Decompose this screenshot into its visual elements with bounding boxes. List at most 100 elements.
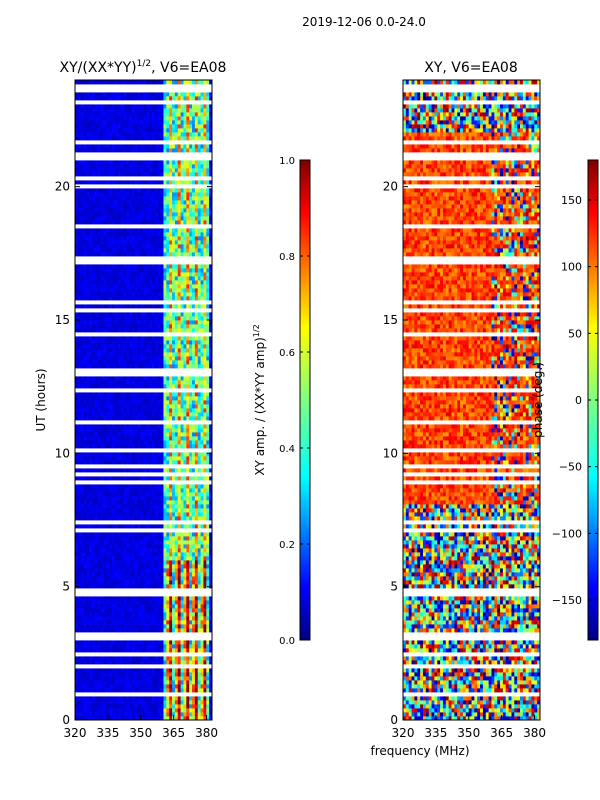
heatmap-cell <box>203 644 207 649</box>
heatmap-cell <box>197 592 201 597</box>
heatmap-cell <box>143 696 147 701</box>
heatmap-cell <box>94 388 99 393</box>
heatmap-cell <box>77 476 82 481</box>
heatmap-cell <box>169 500 173 505</box>
heatmap-cell <box>183 572 187 577</box>
heatmap-cell <box>180 516 184 521</box>
heatmap-cell <box>163 348 167 353</box>
heatmap-cell <box>192 464 196 469</box>
heatmap-cell <box>169 556 173 561</box>
heatmap-cell <box>75 680 79 685</box>
heatmap-cell <box>206 540 210 545</box>
heatmap-cell <box>149 436 153 441</box>
heatmap-cell <box>189 492 193 497</box>
heatmap-cell <box>166 588 170 593</box>
heatmap-cell <box>137 540 142 545</box>
heatmap-cell <box>186 432 190 437</box>
heatmap-cell <box>206 416 210 421</box>
heatmap-cell <box>137 512 142 517</box>
heatmap-cell <box>183 644 187 649</box>
heatmap-cell <box>186 576 190 581</box>
heatmap-cell <box>189 428 193 433</box>
heatmap-cell <box>83 504 87 509</box>
heatmap-cell <box>106 444 110 449</box>
heatmap-cell <box>197 552 201 557</box>
heatmap-cell <box>89 544 93 549</box>
heatmap-cell <box>177 592 181 597</box>
heatmap-cell <box>183 336 187 341</box>
heatmap-cell <box>206 628 210 633</box>
heatmap-cell <box>206 336 210 341</box>
heatmap-cell <box>129 580 133 585</box>
heatmap-cell <box>149 552 153 557</box>
heatmap-cell <box>166 420 170 425</box>
heatmap-cell <box>192 336 196 341</box>
heatmap-cell <box>86 544 90 549</box>
heatmap-cell <box>92 412 96 417</box>
heatmap-cell <box>103 420 107 425</box>
heatmap-cell <box>149 540 153 545</box>
heatmap-cell <box>86 496 90 501</box>
heatmap-cell <box>83 380 87 385</box>
heatmap-cell <box>197 476 201 481</box>
heatmap-cell <box>186 588 190 593</box>
heatmap-cell <box>194 320 199 325</box>
heatmap-cell <box>86 336 90 341</box>
heatmap-cell <box>97 548 102 553</box>
heatmap-cell <box>209 472 212 477</box>
heatmap-cell <box>177 648 181 653</box>
heatmap-cell <box>206 488 210 493</box>
heatmap-cell <box>103 576 107 581</box>
heatmap-cell <box>154 660 159 665</box>
heatmap-cell <box>120 472 124 477</box>
heatmap-cell <box>157 436 162 441</box>
heatmap-cell <box>97 592 102 597</box>
heatmap-cell <box>100 504 104 509</box>
heatmap-cell <box>80 592 84 597</box>
heatmap-cell <box>192 472 196 477</box>
heatmap-cell <box>160 588 164 593</box>
heatmap-cell <box>120 396 124 401</box>
heatmap-cell <box>180 596 184 601</box>
heatmap-cell <box>186 672 190 677</box>
heatmap-cell <box>174 612 179 617</box>
heatmap-cell <box>186 668 190 673</box>
heatmap-cell <box>209 680 212 685</box>
heatmap-cell <box>200 304 204 309</box>
heatmap-cell <box>146 476 150 481</box>
heatmap-cell <box>129 672 133 677</box>
heatmap-cell <box>146 432 150 437</box>
heatmap-cell <box>86 364 90 369</box>
heatmap-cell <box>160 352 164 357</box>
heatmap-cell <box>206 468 210 473</box>
heatmap-cell <box>140 664 144 669</box>
heatmap-cell <box>80 656 84 661</box>
heatmap-cell <box>103 348 107 353</box>
heatmap-cell <box>109 596 113 601</box>
heatmap-cell <box>92 532 96 537</box>
heatmap-cell <box>209 340 212 345</box>
heatmap-cell <box>94 636 99 641</box>
heatmap-cell <box>152 552 156 557</box>
heatmap-cell <box>112 524 116 529</box>
heatmap-cell <box>192 460 196 465</box>
heatmap-cell <box>117 320 122 325</box>
heatmap-cell <box>80 588 84 593</box>
heatmap-cell <box>75 480 79 485</box>
heatmap-cell <box>89 648 93 653</box>
heatmap-cell <box>152 560 156 565</box>
heatmap-cell <box>206 552 210 557</box>
heatmap-cell <box>94 656 99 661</box>
heatmap-cell <box>112 592 116 597</box>
heatmap-cell <box>152 544 156 549</box>
heatmap-cell <box>166 628 170 633</box>
heatmap-cell <box>75 332 79 337</box>
heatmap-cell <box>77 448 82 453</box>
heatmap-cell <box>97 608 102 613</box>
heatmap-cell <box>189 488 193 493</box>
heatmap-cell <box>89 532 93 537</box>
heatmap-cell <box>194 508 199 513</box>
heatmap-cell <box>146 684 150 689</box>
heatmap-cell <box>77 500 82 505</box>
heatmap-cell <box>194 624 199 629</box>
